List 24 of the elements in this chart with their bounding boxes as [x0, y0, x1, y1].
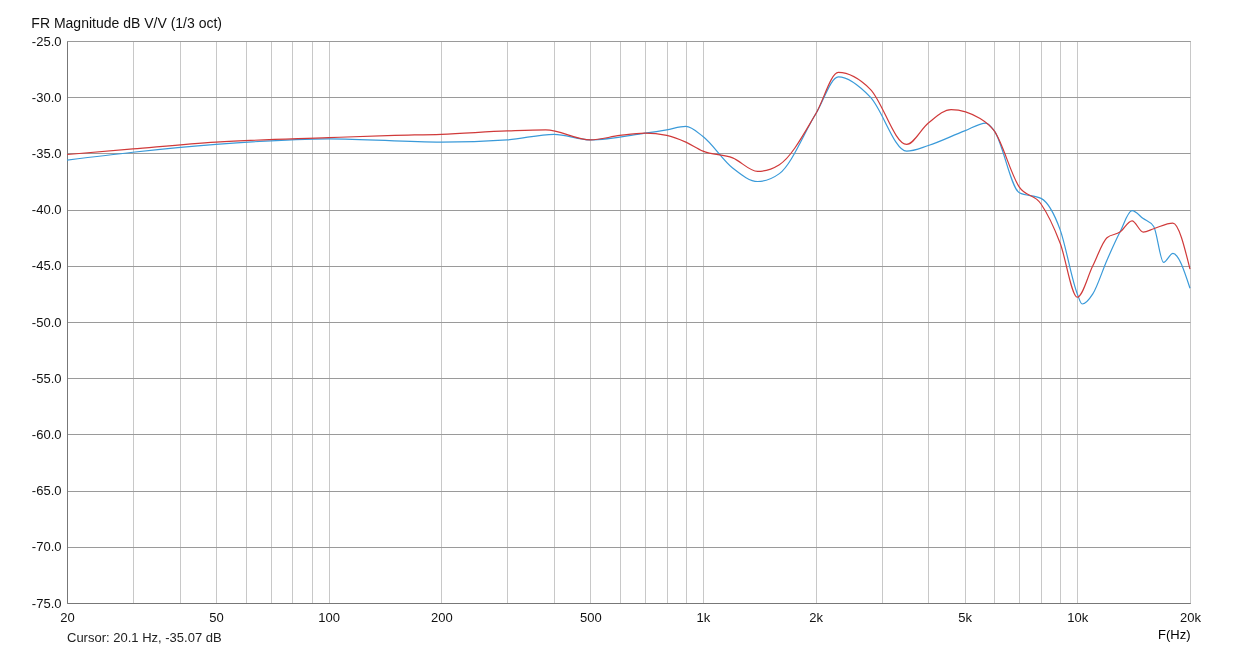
text: Cursor: 20.1 Hz, -35.07 dB	[67, 630, 222, 645]
x-tick-label: 20k	[1180, 609, 1202, 625]
x-tick-label: 100	[318, 609, 340, 625]
y-tick-label: -70.0	[31, 539, 62, 555]
x-tick-label: 1k	[696, 609, 711, 625]
y-tick-label: -60.0	[31, 426, 62, 442]
x-tick-label: 500	[579, 609, 602, 625]
y-tick-label: -40.0	[31, 202, 62, 218]
y-tick-label: -55.0	[31, 370, 62, 386]
y-tick-label: -35.0	[31, 145, 62, 161]
y-tick-label: -45.0	[31, 258, 62, 274]
x-tick-label: 50	[209, 609, 224, 625]
x-tick-label: 5k	[958, 609, 973, 625]
y-tick-label: -30.0	[31, 89, 62, 105]
y-tick-label: -50.0	[31, 314, 62, 330]
x-axis-title: F(Hz)	[1158, 626, 1191, 642]
chart-title: FR Magnitude dB V/V (1/3 oct)	[31, 15, 223, 31]
x-tick-label: 20	[60, 609, 75, 625]
y-tick-label: -25.0	[31, 33, 62, 49]
y-tick-label: -65.0	[31, 483, 62, 499]
x-tick-label: 2k	[809, 609, 824, 625]
x-tick-label: 10k	[1067, 609, 1089, 625]
x-tick-label: 200	[430, 609, 453, 625]
y-tick-label: -75.0	[31, 595, 62, 611]
